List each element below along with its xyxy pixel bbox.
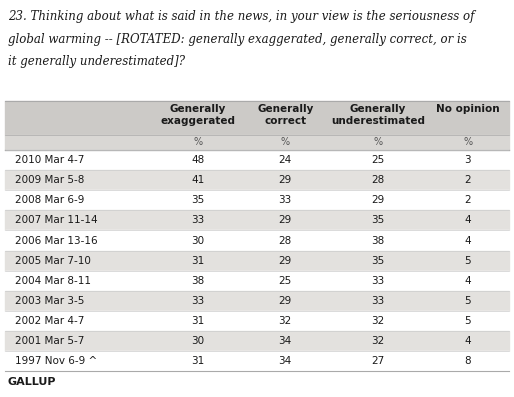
Text: Generally
underestimated: Generally underestimated — [331, 104, 425, 126]
Bar — [5, 331, 509, 351]
Text: 3: 3 — [465, 155, 471, 165]
Text: 5: 5 — [465, 316, 471, 326]
Bar — [5, 351, 509, 371]
Text: 5: 5 — [465, 296, 471, 306]
Text: 4: 4 — [465, 235, 471, 245]
Text: 29: 29 — [279, 256, 292, 266]
Text: 33: 33 — [191, 216, 205, 225]
Text: 2004 Mar 8-11: 2004 Mar 8-11 — [15, 276, 91, 286]
Text: 2001 Mar 5-7: 2001 Mar 5-7 — [15, 336, 85, 346]
Bar — [5, 210, 509, 231]
Text: %: % — [463, 137, 472, 146]
Text: 31: 31 — [191, 356, 205, 366]
Text: 2002 Mar 4-7: 2002 Mar 4-7 — [15, 316, 85, 326]
Text: 27: 27 — [371, 356, 384, 366]
Text: 2: 2 — [465, 195, 471, 205]
Bar — [5, 271, 509, 291]
Bar — [5, 170, 509, 190]
Text: %: % — [281, 137, 290, 146]
Text: 41: 41 — [191, 175, 205, 185]
Text: 28: 28 — [279, 235, 292, 245]
Text: 32: 32 — [371, 336, 384, 346]
Bar — [5, 251, 509, 271]
Text: Generally
correct: Generally correct — [257, 104, 314, 126]
Text: 28: 28 — [371, 175, 384, 185]
Text: global warming -- [ROTATED: generally exaggerated, generally correct, or is: global warming -- [ROTATED: generally ex… — [8, 33, 467, 46]
Text: 33: 33 — [279, 195, 292, 205]
Text: No opinion: No opinion — [436, 104, 500, 114]
Text: 2005 Mar 7-10: 2005 Mar 7-10 — [15, 256, 91, 266]
Text: 34: 34 — [279, 356, 292, 366]
Text: 23. Thinking about what is said in the news, in your view is the seriousness of: 23. Thinking about what is said in the n… — [8, 10, 474, 23]
Text: 38: 38 — [371, 235, 384, 245]
Text: 31: 31 — [191, 316, 205, 326]
Text: 4: 4 — [465, 336, 471, 346]
Text: 35: 35 — [191, 195, 205, 205]
Text: 29: 29 — [371, 195, 384, 205]
Text: %: % — [373, 137, 382, 146]
Text: 8: 8 — [465, 356, 471, 366]
Text: 35: 35 — [371, 216, 384, 225]
Text: 29: 29 — [279, 175, 292, 185]
Text: 5: 5 — [465, 256, 471, 266]
Text: 34: 34 — [279, 336, 292, 346]
Text: 2: 2 — [465, 175, 471, 185]
Bar — [5, 150, 509, 170]
Text: 2009 Mar 5-8: 2009 Mar 5-8 — [15, 175, 85, 185]
Text: GALLUP: GALLUP — [8, 377, 56, 387]
Text: it generally underestimated]?: it generally underestimated]? — [8, 55, 185, 68]
Bar — [5, 231, 509, 251]
Text: 2006 Mar 13-16: 2006 Mar 13-16 — [15, 235, 98, 245]
Text: 2010 Mar 4-7: 2010 Mar 4-7 — [15, 155, 85, 165]
Text: 48: 48 — [191, 155, 205, 165]
Text: Generally
exaggerated: Generally exaggerated — [160, 104, 235, 126]
Text: 29: 29 — [279, 296, 292, 306]
Text: 33: 33 — [371, 276, 384, 286]
Text: 1997 Nov 6-9 ^: 1997 Nov 6-9 ^ — [15, 356, 98, 366]
Text: 32: 32 — [371, 316, 384, 326]
Text: %: % — [193, 137, 203, 146]
Text: 33: 33 — [371, 296, 384, 306]
Text: 29: 29 — [279, 216, 292, 225]
Text: 2008 Mar 6-9: 2008 Mar 6-9 — [15, 195, 85, 205]
Text: 24: 24 — [279, 155, 292, 165]
Bar — [5, 135, 509, 150]
Text: 2003 Mar 3-5: 2003 Mar 3-5 — [15, 296, 85, 306]
Text: 25: 25 — [279, 276, 292, 286]
Text: 35: 35 — [371, 256, 384, 266]
Text: 30: 30 — [191, 336, 205, 346]
Text: 33: 33 — [191, 296, 205, 306]
Text: 25: 25 — [371, 155, 384, 165]
Text: 32: 32 — [279, 316, 292, 326]
Text: 4: 4 — [465, 216, 471, 225]
Text: 30: 30 — [191, 235, 205, 245]
Text: 4: 4 — [465, 276, 471, 286]
Bar — [5, 291, 509, 311]
Text: 31: 31 — [191, 256, 205, 266]
Bar — [5, 311, 509, 331]
Text: 2007 Mar 11-14: 2007 Mar 11-14 — [15, 216, 98, 225]
Bar — [5, 101, 509, 135]
Bar — [5, 190, 509, 210]
Text: 38: 38 — [191, 276, 205, 286]
